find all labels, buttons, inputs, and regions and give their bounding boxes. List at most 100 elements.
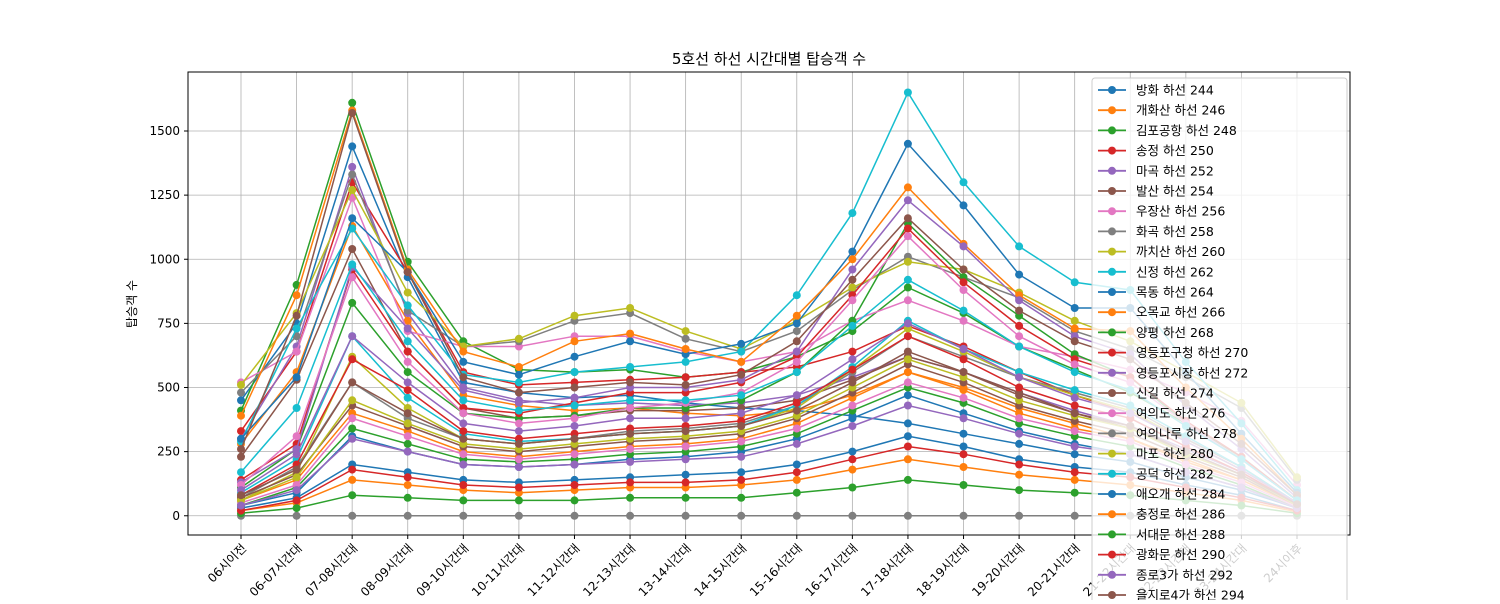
data-point <box>959 265 968 274</box>
data-point <box>237 501 245 510</box>
data-point <box>792 391 801 400</box>
data-point <box>514 334 523 343</box>
legend-marker <box>1108 490 1116 498</box>
data-point <box>348 260 357 269</box>
data-point <box>459 427 468 436</box>
x-tick-label: 06-07시간대 <box>247 541 305 599</box>
data-point <box>792 319 801 328</box>
legend-label: 우장산 하선 256 <box>1136 204 1225 219</box>
legend-marker <box>1108 328 1116 337</box>
data-point <box>403 316 412 325</box>
data-point <box>737 493 746 502</box>
data-point <box>1015 470 1024 479</box>
data-point <box>570 434 579 443</box>
plot-frame <box>187 71 1351 536</box>
data-point <box>459 396 468 405</box>
data-point <box>348 98 357 107</box>
data-point <box>348 424 357 433</box>
x-tick-label: 16-17시간대 <box>803 541 861 599</box>
data-point <box>292 291 301 300</box>
data-point <box>1070 360 1079 369</box>
data-point <box>903 183 912 192</box>
data-point <box>903 196 912 205</box>
data-point <box>848 414 857 423</box>
data-point <box>848 321 857 330</box>
data-point <box>348 162 357 171</box>
data-point <box>514 483 523 492</box>
data-point <box>459 434 468 443</box>
y-tick-label: 1500 <box>149 124 180 138</box>
data-point <box>403 419 412 428</box>
legend-marker <box>1108 207 1116 216</box>
data-point <box>792 475 801 484</box>
data-point <box>681 380 690 389</box>
data-point <box>681 442 690 451</box>
data-point <box>959 511 968 520</box>
data-point <box>403 301 412 310</box>
data-point <box>237 388 245 397</box>
data-point <box>1070 401 1079 410</box>
legend-marker <box>1108 469 1116 478</box>
data-point <box>403 324 412 333</box>
data-point <box>292 404 301 412</box>
data-point <box>903 232 912 241</box>
data-point <box>681 470 690 479</box>
data-point <box>959 306 968 315</box>
data-point <box>848 283 857 292</box>
data-point <box>681 478 690 487</box>
data-point <box>514 496 523 505</box>
data-point <box>903 88 912 97</box>
data-point <box>848 247 857 256</box>
data-point <box>348 475 357 484</box>
data-point <box>959 355 968 364</box>
data-point <box>348 214 357 223</box>
legend-label: 광화문 하선 290 <box>1136 547 1225 562</box>
data-point <box>570 496 579 505</box>
data-point <box>237 445 245 454</box>
x-tick-label: 20-21시간대 <box>1025 541 1083 599</box>
data-point <box>403 432 412 441</box>
data-point <box>792 424 801 433</box>
data-point <box>1015 511 1024 520</box>
data-point <box>403 393 412 402</box>
legend-label: 을지로4가 하선 294 <box>1136 588 1245 601</box>
data-point <box>737 511 746 520</box>
data-point <box>681 396 690 405</box>
data-point <box>459 511 468 520</box>
data-point <box>459 450 468 459</box>
data-point <box>903 511 912 520</box>
data-point <box>292 432 301 441</box>
x-tick-label: 19-20시간대 <box>969 541 1027 599</box>
legend-marker <box>1108 86 1116 94</box>
data-point <box>403 481 412 489</box>
data-point <box>792 368 801 377</box>
data-point <box>348 491 357 500</box>
data-point <box>848 455 857 464</box>
data-point <box>1015 391 1024 400</box>
data-point <box>848 447 857 456</box>
data-point <box>459 373 468 382</box>
data-point <box>1070 393 1079 402</box>
data-point <box>459 357 468 366</box>
data-point <box>792 311 801 320</box>
data-point <box>292 347 301 356</box>
data-point <box>792 406 801 415</box>
data-point <box>903 214 912 223</box>
legend-marker <box>1108 550 1116 559</box>
data-point <box>626 429 635 438</box>
data-point <box>1070 324 1079 333</box>
legend-marker <box>1108 348 1116 357</box>
data-point <box>681 373 690 382</box>
data-point <box>1015 486 1024 495</box>
data-point <box>570 450 579 459</box>
data-point <box>403 386 412 395</box>
data-point <box>792 468 801 477</box>
data-point <box>626 363 635 371</box>
legend-marker <box>1108 166 1116 175</box>
data-point <box>1070 368 1079 377</box>
legend-marker <box>1108 126 1116 135</box>
data-point <box>292 486 301 495</box>
data-point <box>737 347 746 356</box>
data-point <box>681 357 690 366</box>
